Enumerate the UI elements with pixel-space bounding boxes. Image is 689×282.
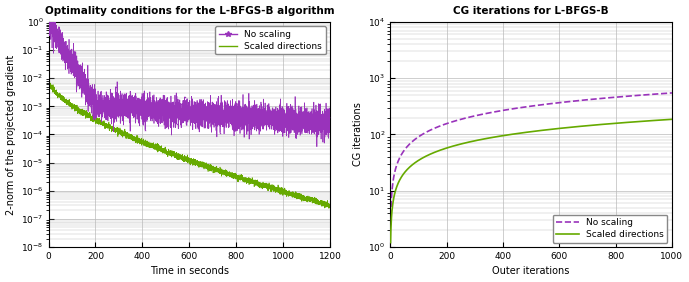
Legend: No scaling, Scaled directions: No scaling, Scaled directions [216, 27, 326, 54]
X-axis label: Outer iterations: Outer iterations [493, 266, 570, 276]
X-axis label: Time in seconds: Time in seconds [150, 266, 229, 276]
Legend: No scaling, Scaled directions: No scaling, Scaled directions [553, 215, 668, 243]
Title: Optimality conditions for the L-BFGS-B algorithm: Optimality conditions for the L-BFGS-B a… [45, 6, 334, 16]
Y-axis label: 2-norm of the projected gradient: 2-norm of the projected gradient [6, 54, 16, 215]
Title: CG iterations for L-BFGS-B: CG iterations for L-BFGS-B [453, 6, 609, 16]
Y-axis label: CG iterations: CG iterations [353, 103, 362, 166]
